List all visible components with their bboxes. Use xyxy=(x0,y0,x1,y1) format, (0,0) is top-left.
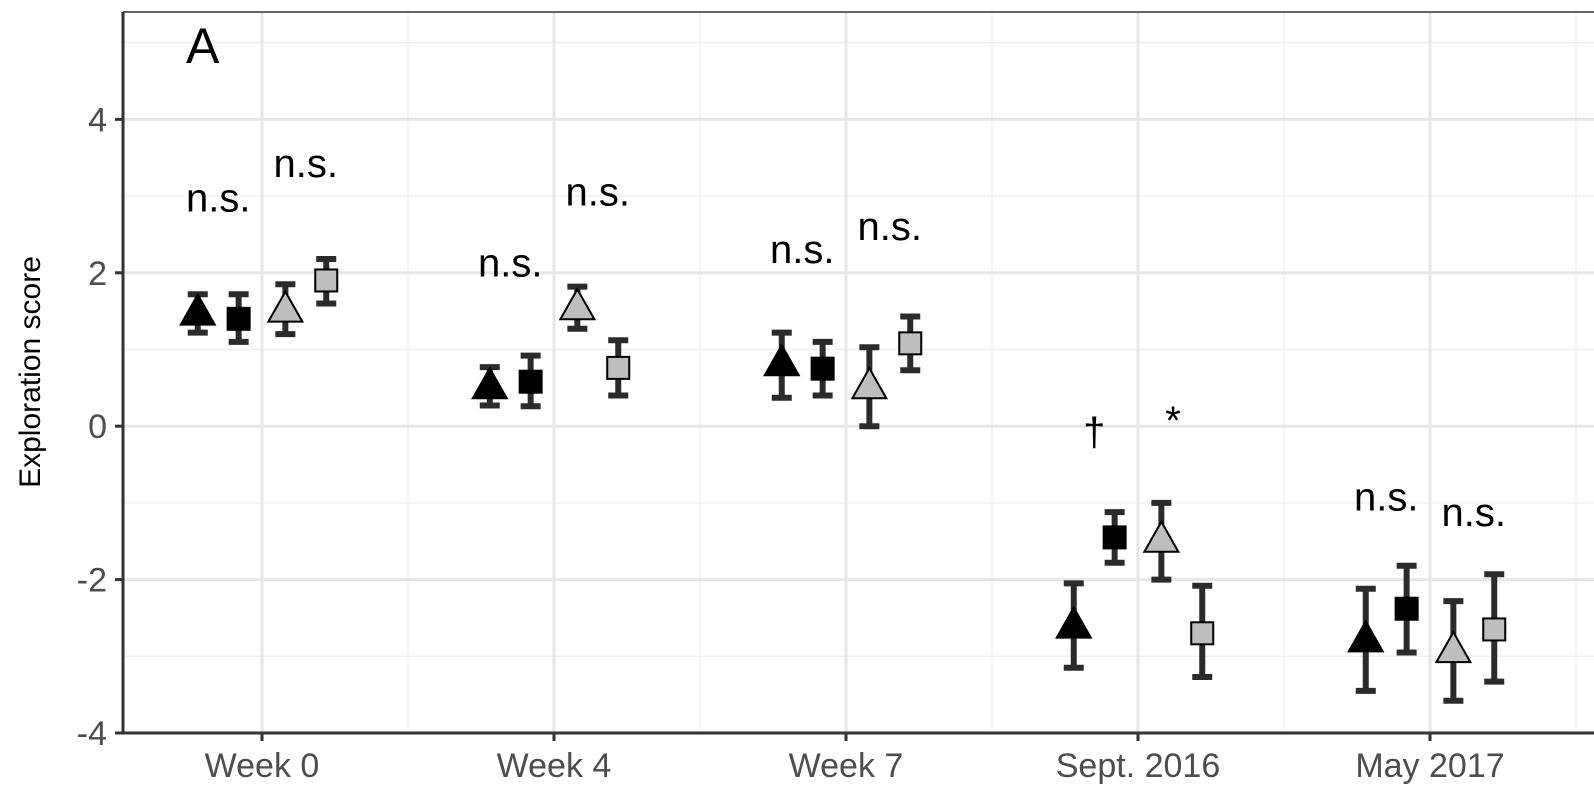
triangle-point xyxy=(1347,619,1385,653)
grid xyxy=(123,12,1594,735)
square-point xyxy=(314,268,339,293)
x-tick-label: Week 7 xyxy=(789,747,904,785)
triangle-point xyxy=(763,343,801,377)
y-tick-label: -4 xyxy=(77,715,107,753)
axes: -4 -2 0 2 4 Week 0 Week 4 Week 7 Sept. 2016 May 2… xyxy=(77,11,1594,785)
square-point xyxy=(1394,596,1419,621)
data-marks xyxy=(179,255,1507,704)
plot-panel xyxy=(123,12,1594,733)
square-point xyxy=(1102,525,1127,550)
x-tick-label: Sept. 2016 xyxy=(1056,747,1220,785)
square-point xyxy=(518,369,543,394)
square-point xyxy=(898,331,923,356)
significance-label: n.s. xyxy=(274,142,338,186)
x-tick-label: Week 0 xyxy=(205,747,320,785)
y-axis-title: Exploration score xyxy=(14,256,47,488)
y-tick-label: 2 xyxy=(88,255,107,293)
significance-label: n.s. xyxy=(858,205,922,249)
triangle-point xyxy=(1142,519,1181,553)
square-point xyxy=(1190,621,1215,646)
square-point xyxy=(226,306,251,331)
significance-label: * xyxy=(1165,399,1181,443)
significance-label: n.s. xyxy=(566,170,630,214)
square-point xyxy=(810,356,835,381)
significance-label: n.s. xyxy=(1442,491,1506,535)
y-tick-label: 4 xyxy=(88,101,107,139)
significance-label: n.s. xyxy=(186,176,250,220)
triangle-point xyxy=(1055,605,1093,639)
triangle-point xyxy=(558,287,597,321)
triangle-point xyxy=(471,366,509,400)
panel-label: A xyxy=(186,18,220,74)
significance-label: n.s. xyxy=(1354,476,1418,520)
triangle-point xyxy=(179,292,217,326)
significance-label: n.s. xyxy=(770,228,834,272)
x-tick-label: May 2017 xyxy=(1355,747,1504,785)
triangle-point xyxy=(266,289,305,323)
x-tick-label: Week 4 xyxy=(497,747,612,785)
square-point xyxy=(1482,617,1507,642)
significance-label: n.s. xyxy=(478,242,542,286)
significance-annotations: n.s. n.s. n.s. n.s. n.s. n.s. † * n.s. n.s. xyxy=(186,142,1506,535)
y-tick-label: -2 xyxy=(77,562,107,600)
triangle-point xyxy=(850,366,889,400)
significance-label: † xyxy=(1083,410,1105,454)
triangle-point xyxy=(1434,630,1473,664)
y-tick-label: 0 xyxy=(88,408,107,446)
square-point xyxy=(606,355,631,380)
